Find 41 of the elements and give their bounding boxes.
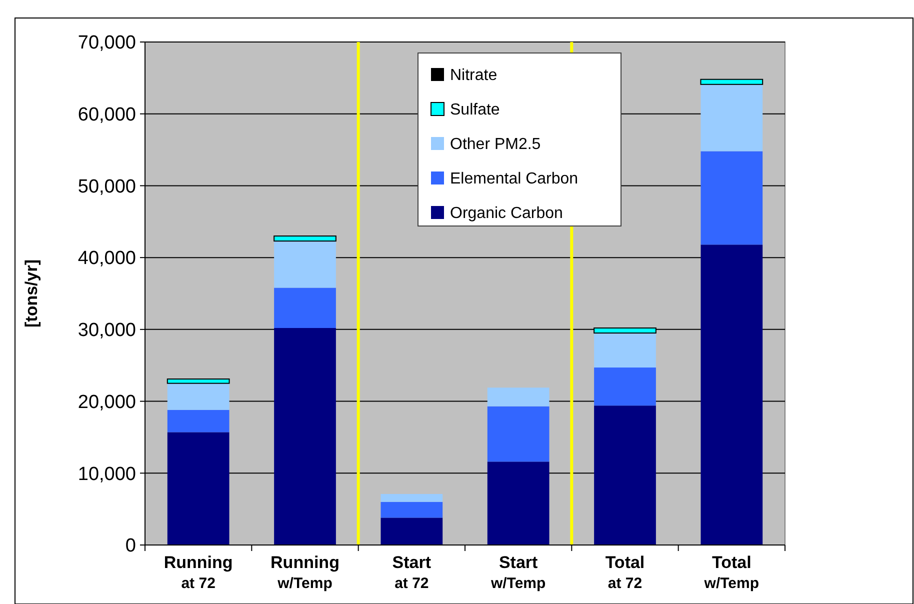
x-tick-label: Total at 72 (605, 553, 645, 592)
x-tick-label: Total w/Temp (703, 553, 760, 592)
bar (274, 236, 336, 242)
legend-label: Sulfate (450, 102, 500, 119)
x-tick-label: Start at 72 (392, 553, 432, 592)
y-tick-label: 70,000 (78, 32, 136, 54)
y-tick-label: 60,000 (78, 104, 136, 126)
bar (380, 518, 443, 545)
bar (274, 241, 336, 288)
y-tick-label: 20,000 (78, 392, 136, 413)
bar (167, 383, 230, 410)
bar (274, 328, 336, 545)
bar (594, 406, 656, 545)
bar (487, 406, 550, 462)
bar (700, 84, 763, 152)
legend-label: Nitrate (450, 67, 498, 84)
bar (380, 494, 443, 502)
bar (487, 388, 550, 406)
bar (166, 378, 230, 384)
bar (700, 78, 764, 85)
legend-label: Organic Carbon (450, 205, 563, 222)
bar (594, 368, 656, 406)
y-tick-label: 10,000 (78, 464, 136, 485)
y-tick-label: 50,000 (78, 176, 136, 198)
bar (700, 244, 763, 545)
bar (380, 502, 443, 518)
legend-label: Other PM2.5 (450, 136, 541, 154)
bar (274, 288, 336, 328)
y-axis-title: [tons/yr] (22, 260, 41, 328)
y-tick-label: 0 (125, 536, 136, 557)
bar (700, 151, 763, 245)
bar (167, 410, 230, 432)
x-tick-label: Running w/Temp (270, 553, 340, 592)
bar (167, 432, 230, 545)
x-tick-label: Running at 72 (164, 553, 233, 592)
x-tick-label: Start w/Temp (490, 553, 546, 592)
y-tick-label: 30,000 (78, 320, 136, 342)
bar (594, 333, 656, 368)
y-tick-label: 40,000 (78, 248, 136, 270)
bar (487, 462, 550, 545)
legend-label: Elemental Carbon (450, 170, 578, 188)
